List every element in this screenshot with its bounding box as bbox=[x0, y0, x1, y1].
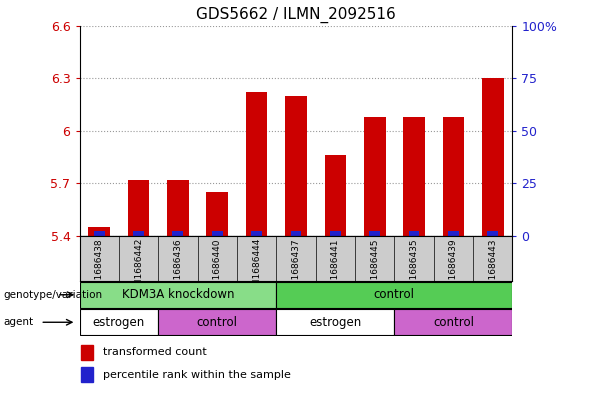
Bar bbox=[409, 231, 419, 236]
Text: GSM1686437: GSM1686437 bbox=[292, 238, 300, 299]
Text: GSM1686442: GSM1686442 bbox=[134, 238, 143, 298]
FancyBboxPatch shape bbox=[80, 309, 158, 336]
Text: agent: agent bbox=[3, 317, 33, 327]
Bar bbox=[251, 231, 262, 236]
Text: GSM1686441: GSM1686441 bbox=[331, 238, 340, 299]
Text: control: control bbox=[374, 288, 415, 301]
Bar bbox=[487, 231, 498, 236]
Text: GSM1686440: GSM1686440 bbox=[213, 238, 222, 299]
Bar bbox=[482, 78, 504, 236]
Text: percentile rank within the sample: percentile rank within the sample bbox=[103, 370, 291, 380]
Bar bbox=[128, 180, 150, 236]
FancyBboxPatch shape bbox=[276, 309, 395, 336]
Text: control: control bbox=[197, 316, 238, 329]
Bar bbox=[290, 231, 302, 236]
Text: GSM1686443: GSM1686443 bbox=[488, 238, 497, 299]
Bar bbox=[448, 231, 459, 236]
Text: estrogen: estrogen bbox=[92, 316, 145, 329]
Bar bbox=[285, 95, 307, 236]
Title: GDS5662 / ILMN_2092516: GDS5662 / ILMN_2092516 bbox=[196, 7, 396, 23]
Text: GSM1686435: GSM1686435 bbox=[409, 238, 419, 299]
Bar bbox=[81, 367, 94, 382]
Text: estrogen: estrogen bbox=[309, 316, 362, 329]
Bar bbox=[94, 231, 105, 236]
Bar bbox=[167, 180, 188, 236]
Bar bbox=[325, 155, 346, 236]
Bar bbox=[442, 117, 464, 236]
Bar bbox=[173, 231, 183, 236]
Bar bbox=[330, 231, 341, 236]
Bar bbox=[88, 227, 110, 236]
Text: control: control bbox=[433, 316, 474, 329]
Text: GSM1686439: GSM1686439 bbox=[449, 238, 458, 299]
FancyBboxPatch shape bbox=[80, 281, 276, 308]
Text: GSM1686445: GSM1686445 bbox=[370, 238, 379, 299]
Bar bbox=[81, 345, 94, 360]
Text: GSM1686436: GSM1686436 bbox=[173, 238, 183, 299]
Text: genotype/variation: genotype/variation bbox=[3, 290, 102, 300]
Bar bbox=[364, 117, 386, 236]
Text: GSM1686438: GSM1686438 bbox=[95, 238, 104, 299]
FancyBboxPatch shape bbox=[158, 309, 276, 336]
Bar bbox=[133, 231, 144, 236]
Text: GSM1686444: GSM1686444 bbox=[252, 238, 261, 298]
FancyBboxPatch shape bbox=[276, 281, 512, 308]
Bar bbox=[246, 92, 267, 236]
Bar bbox=[369, 231, 380, 236]
FancyBboxPatch shape bbox=[395, 309, 512, 336]
Text: transformed count: transformed count bbox=[103, 347, 207, 357]
Bar bbox=[403, 117, 425, 236]
Bar bbox=[212, 231, 223, 236]
Text: KDM3A knockdown: KDM3A knockdown bbox=[122, 288, 234, 301]
Bar bbox=[206, 192, 228, 236]
